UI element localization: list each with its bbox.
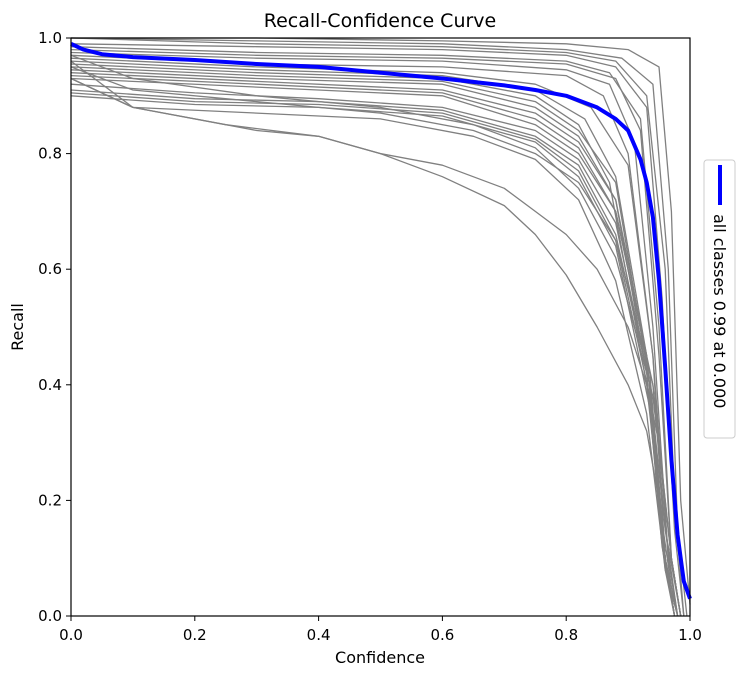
class-curve bbox=[70, 54, 682, 617]
y-tick-label: 0.2 bbox=[38, 491, 62, 509]
chart-title: Recall-Confidence Curve bbox=[264, 10, 496, 32]
curves-group bbox=[70, 37, 692, 617]
class-curve bbox=[70, 83, 676, 617]
class-curve bbox=[70, 51, 679, 617]
class-curve bbox=[70, 95, 676, 617]
y-tick-label: 0.8 bbox=[38, 145, 62, 163]
class-curve bbox=[70, 74, 679, 617]
class-curve bbox=[70, 54, 676, 617]
class-curve bbox=[70, 66, 682, 617]
class-curve bbox=[70, 48, 682, 617]
class-curve bbox=[70, 37, 685, 617]
class-curve bbox=[70, 43, 685, 617]
legend-label-all-classes: all classes 0.99 at 0.000 bbox=[710, 214, 729, 408]
y-axis-label: Recall bbox=[8, 303, 27, 351]
y-axis-ticks: 0.0 0.2 0.4 0.6 0.8 1.0 bbox=[38, 29, 71, 625]
y-tick-label: 0.0 bbox=[38, 607, 62, 625]
class-curve bbox=[70, 37, 688, 617]
class-curve bbox=[71, 37, 691, 605]
all-classes-curve bbox=[70, 41, 692, 600]
x-tick-label: 1.0 bbox=[678, 626, 702, 644]
legend-box bbox=[703, 159, 736, 439]
class-curve bbox=[70, 60, 679, 617]
class-curve bbox=[70, 60, 679, 617]
y-tick-label: 0.4 bbox=[38, 376, 62, 394]
x-axis-ticks: 0.0 0.2 0.4 0.6 0.8 1.0 bbox=[59, 616, 702, 644]
y-tick-label: 1.0 bbox=[38, 29, 62, 47]
class-curve bbox=[70, 46, 682, 617]
class-curve bbox=[70, 92, 676, 617]
legend: all classes 0.99 at 0.000 bbox=[703, 159, 736, 439]
class-curve bbox=[70, 77, 682, 617]
y-tick-label: 0.6 bbox=[38, 260, 62, 278]
class-curve bbox=[70, 77, 679, 617]
x-tick-label: 0.6 bbox=[430, 626, 454, 644]
plot-frame bbox=[70, 37, 691, 617]
class-curve bbox=[70, 72, 676, 617]
x-axis-label: Confidence bbox=[335, 648, 425, 667]
x-tick-label: 0.0 bbox=[59, 626, 83, 644]
x-tick-label: 0.8 bbox=[554, 626, 578, 644]
class-curve bbox=[70, 66, 682, 617]
class-curve bbox=[70, 63, 676, 617]
class-curve bbox=[70, 77, 676, 617]
x-tick-label: 0.4 bbox=[307, 626, 331, 644]
x-tick-label: 0.2 bbox=[183, 626, 207, 644]
